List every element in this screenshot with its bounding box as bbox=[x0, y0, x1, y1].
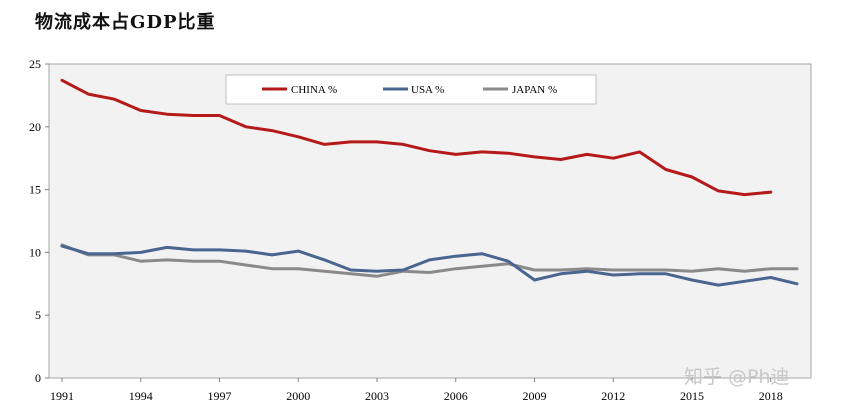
x-tick-label: 2006 bbox=[444, 389, 468, 403]
x-tick-label: 2012 bbox=[601, 389, 625, 403]
series-line-japan bbox=[60, 243, 799, 278]
plot-area bbox=[48, 63, 812, 379]
x-tick-label: 2015 bbox=[680, 389, 704, 403]
legend-box bbox=[225, 74, 597, 105]
legend-label-usa: USA % bbox=[411, 84, 444, 96]
y-tick-label: 5 bbox=[35, 308, 41, 322]
y-tick-label: 25 bbox=[29, 57, 41, 71]
y-tick-label: 20 bbox=[29, 120, 41, 134]
watermark: 知乎 @Ph迪 bbox=[684, 366, 790, 388]
x-tick-label: 1991 bbox=[50, 389, 74, 403]
legend-label-japan: JAPAN % bbox=[512, 84, 557, 96]
x-tick-label: 1997 bbox=[208, 389, 232, 403]
series-line-china bbox=[60, 78, 773, 197]
y-tick-label: 0 bbox=[35, 371, 41, 385]
legend: CHINA % USA % JAPAN % bbox=[225, 74, 597, 105]
x-tick-label: 2009 bbox=[523, 389, 547, 403]
legend-label-china: CHINA % bbox=[291, 84, 337, 96]
x-tick-label: 2018 bbox=[759, 389, 783, 403]
x-tick-label: 2003 bbox=[365, 389, 389, 403]
chart-title: 物流成本占GDP比重 bbox=[35, 12, 216, 33]
series-line-usa bbox=[60, 244, 799, 287]
y-tick-label: 10 bbox=[29, 245, 41, 259]
x-tick-label: 1994 bbox=[129, 389, 153, 403]
y-tick-label: 15 bbox=[29, 183, 41, 197]
x-tick-label: 2000 bbox=[286, 389, 310, 403]
